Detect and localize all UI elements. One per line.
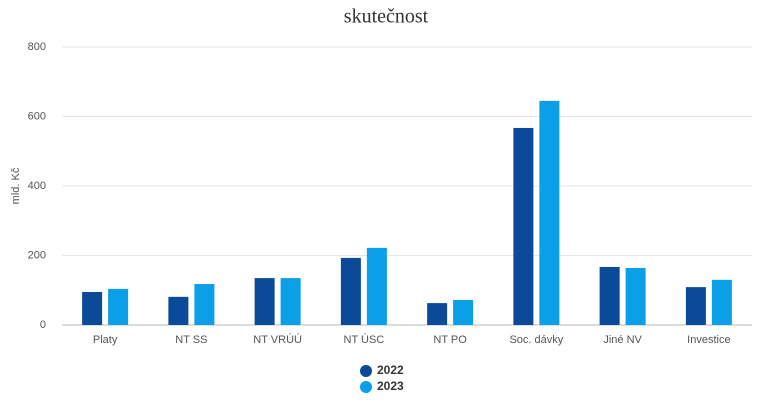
x-tick-label: NT SS	[175, 334, 207, 346]
x-tick-label: NT VRÚÚ	[253, 333, 302, 346]
y-tick-label: 200	[28, 249, 46, 261]
bar	[685, 287, 706, 325]
chart-title: skutečnost	[344, 6, 429, 28]
x-tick-label: Soc. dávky	[509, 334, 563, 346]
x-tick-label: Jiné NV	[603, 334, 642, 346]
legend-label: 2023	[377, 379, 404, 393]
bar	[194, 283, 215, 325]
bar	[625, 268, 646, 325]
bar	[280, 278, 301, 325]
bar	[366, 247, 387, 325]
x-tick-label: NT PO	[433, 334, 467, 346]
bar	[711, 279, 732, 325]
bar	[453, 299, 474, 325]
legend-marker	[360, 381, 372, 393]
y-tick-label: 600	[28, 110, 46, 122]
bar	[168, 296, 189, 325]
bar	[108, 288, 129, 325]
bar	[340, 257, 361, 325]
y-tick-label: 400	[28, 180, 46, 192]
bar	[539, 100, 560, 325]
y-tick-label: 0	[40, 319, 46, 331]
y-tick-label: 800	[28, 41, 46, 53]
legend-marker	[360, 365, 372, 377]
x-tick-label: NT ÚSC	[344, 333, 385, 346]
x-tick-label: Investice	[687, 334, 730, 346]
bar	[513, 127, 534, 325]
legend-label: 2022	[377, 363, 404, 377]
bar	[427, 303, 448, 325]
bar	[82, 291, 103, 325]
bar	[254, 278, 275, 325]
y-axis-label: mld. Kč	[10, 167, 22, 204]
bar	[599, 266, 620, 325]
x-tick-label: Platy	[93, 334, 118, 346]
